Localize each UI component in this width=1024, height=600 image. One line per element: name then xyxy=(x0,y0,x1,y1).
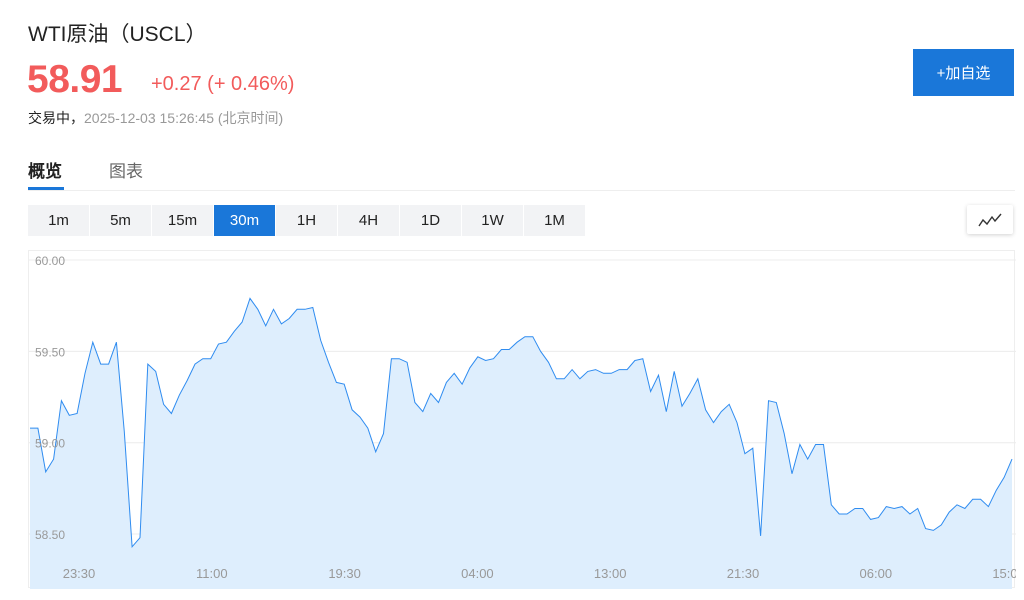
period-1m[interactable]: 1m xyxy=(28,205,89,236)
period-selector: 1m 5m 15m 30m 1H 4H 1D 1W 1M xyxy=(28,205,585,236)
y-tick-label: 58.50 xyxy=(35,528,65,542)
period-1M[interactable]: 1M xyxy=(524,205,585,236)
x-tick-label: 19:30 xyxy=(328,566,361,581)
period-30m[interactable]: 30m xyxy=(214,205,275,236)
timestamp: 2025-12-03 15:26:45 (北京时间) xyxy=(84,110,284,126)
y-tick-label: 60.00 xyxy=(35,254,65,268)
x-tick-label: 23:30 xyxy=(63,566,96,581)
period-1W[interactable]: 1W xyxy=(462,205,523,236)
period-1H[interactable]: 1H xyxy=(276,205,337,236)
period-15m[interactable]: 15m xyxy=(152,205,213,236)
tab-divider xyxy=(28,190,1015,191)
tab-overview[interactable]: 概览 xyxy=(28,162,62,181)
instrument-title: WTI原油（USCL） xyxy=(28,23,207,46)
status-label: 交易中， xyxy=(28,110,84,126)
price-chart: 60.00 59.50 59.00 58.50 23:30 11:00 19:30 04:00… xyxy=(28,250,1024,589)
y-tick-label: 59.50 xyxy=(35,345,65,359)
x-tick-label: 04:00 xyxy=(461,566,494,581)
active-tab-indicator xyxy=(28,187,64,190)
period-4H[interactable]: 4H xyxy=(338,205,399,236)
chart-svg: 60.00 59.50 59.00 58.50 23:30 11:00 19:30 04:00… xyxy=(29,254,1024,589)
chart-type-button[interactable] xyxy=(967,205,1013,234)
price-line xyxy=(30,297,1013,549)
last-price: 58.91 xyxy=(27,58,123,101)
price-change: +0.27 (+ 0.46%) xyxy=(151,73,295,95)
add-to-watchlist-button[interactable]: +加自选 xyxy=(913,49,1014,96)
y-tick-label: 59.00 xyxy=(35,437,65,451)
line-chart-icon xyxy=(978,213,1002,226)
x-tick-label: 21:30 xyxy=(727,566,760,581)
x-tick-label: 15:00 xyxy=(992,566,1016,581)
trading-status: 交易中，2025-12-03 15:26:45 (北京时间) xyxy=(28,108,283,128)
x-tick-label: 06:00 xyxy=(860,566,893,581)
period-1D[interactable]: 1D xyxy=(400,205,461,236)
area-fill xyxy=(30,298,1012,589)
tab-chart[interactable]: 图表 xyxy=(109,162,143,181)
period-5m[interactable]: 5m xyxy=(90,205,151,236)
x-tick-label: 11:00 xyxy=(196,566,228,581)
x-tick-label: 13:00 xyxy=(594,566,627,581)
